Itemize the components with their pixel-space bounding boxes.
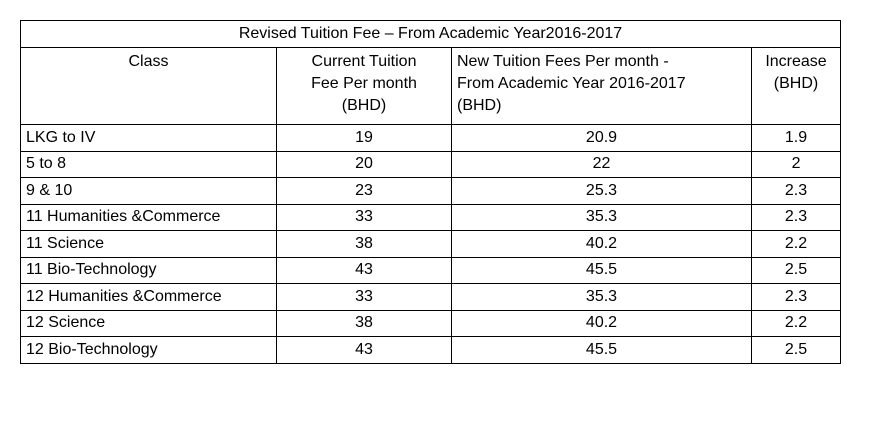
class-cell: 9 & 10 <box>20 177 277 205</box>
new-fee-cell: 20.9 <box>451 124 752 152</box>
table-row: 5 to 8 20 22 2 <box>20 150 842 178</box>
table-row: 11 Humanities &Commerce 33 35.3 2.3 <box>20 203 842 231</box>
increase-cell: 1.9 <box>750 124 842 152</box>
current-fee-cell: 33 <box>276 203 452 231</box>
table-row: 12 Humanities &Commerce 33 35.3 2.3 <box>20 283 842 311</box>
increase-cell: 2.3 <box>750 177 842 205</box>
table-row: 12 Bio-Technology 43 45.5 2.5 <box>20 336 842 364</box>
increase-cell: 2.5 <box>750 336 842 364</box>
header-current-fee-line: Current Tuition <box>311 53 417 70</box>
new-fee-cell: 35.3 <box>451 203 752 231</box>
current-fee-cell: 20 <box>276 150 452 178</box>
table-row: 9 & 10 23 25.3 2.3 <box>20 177 842 205</box>
title-row: Revised Tuition Fee – From Academic Year… <box>19 20 842 48</box>
table-title: Revised Tuition Fee – From Academic Year… <box>19 20 842 48</box>
class-cell: 12 Bio-Technology <box>20 336 277 364</box>
new-fee-cell: 45.5 <box>451 256 752 284</box>
header-new-fee-line: (BHD) <box>457 97 502 114</box>
new-fee-cell: 35.3 <box>451 283 752 311</box>
table-row: LKG to IV 19 20.9 1.9 <box>20 124 842 152</box>
increase-cell: 2.3 <box>750 283 842 311</box>
header-increase: Increase (BHD) <box>750 47 842 125</box>
table-row: 12 Science 38 40.2 2.2 <box>20 309 842 337</box>
class-cell: 11 Humanities &Commerce <box>20 203 277 231</box>
current-fee-cell: 43 <box>276 336 452 364</box>
increase-cell: 2.5 <box>750 256 842 284</box>
header-current-fee-line: (BHD) <box>341 97 387 114</box>
class-cell: 12 Humanities &Commerce <box>20 283 277 311</box>
current-fee-cell: 38 <box>276 230 452 258</box>
increase-cell: 2 <box>750 150 842 178</box>
current-fee-cell: 38 <box>276 309 452 337</box>
current-fee-cell: 43 <box>276 256 452 284</box>
current-fee-cell: 33 <box>276 283 452 311</box>
header-new-fee-line: New Tuition Fees Per month - <box>457 53 669 70</box>
current-fee-cell: 23 <box>276 177 452 205</box>
increase-cell: 2.3 <box>750 203 842 231</box>
fee-rows: LKG to IV 19 20.9 1.9 5 to 8 20 22 2 9 & 10 23 25.… <box>20 124 842 364</box>
table-row: 11 Bio-Technology 43 45.5 2.5 <box>20 256 842 284</box>
table-row: 11 Science 38 40.2 2.2 <box>20 230 842 258</box>
current-fee-cell: 19 <box>276 124 452 152</box>
class-cell: LKG to IV <box>20 124 277 152</box>
class-cell: 11 Science <box>20 230 277 258</box>
new-fee-cell: 22 <box>451 150 752 178</box>
header-increase-line: Increase <box>765 53 827 70</box>
header-increase-line: (BHD) <box>773 75 819 92</box>
header-new-fee: New Tuition Fees Per month - From Academ… <box>451 47 752 125</box>
new-fee-cell: 25.3 <box>451 177 752 205</box>
header-class: Class <box>20 47 277 125</box>
new-fee-cell: 40.2 <box>451 230 752 258</box>
header-new-fee-line: From Academic Year 2016-2017 <box>457 75 686 92</box>
header-current-fee: Current Tuition Fee Per month (BHD) <box>276 47 452 125</box>
class-cell: 12 Science <box>20 309 277 337</box>
header-row: Class Current Tuition Fee Per month (BHD… <box>20 47 842 125</box>
tuition-fee-table: Revised Tuition Fee – From Academic Year… <box>19 20 842 364</box>
increase-cell: 2.2 <box>750 309 842 337</box>
class-cell: 11 Bio-Technology <box>20 256 277 284</box>
header-class-label: Class <box>128 53 169 70</box>
new-fee-cell: 40.2 <box>451 309 752 337</box>
header-current-fee-line: Fee Per month <box>311 75 417 92</box>
class-cell: 5 to 8 <box>20 150 277 178</box>
new-fee-cell: 45.5 <box>451 336 752 364</box>
increase-cell: 2.2 <box>750 230 842 258</box>
